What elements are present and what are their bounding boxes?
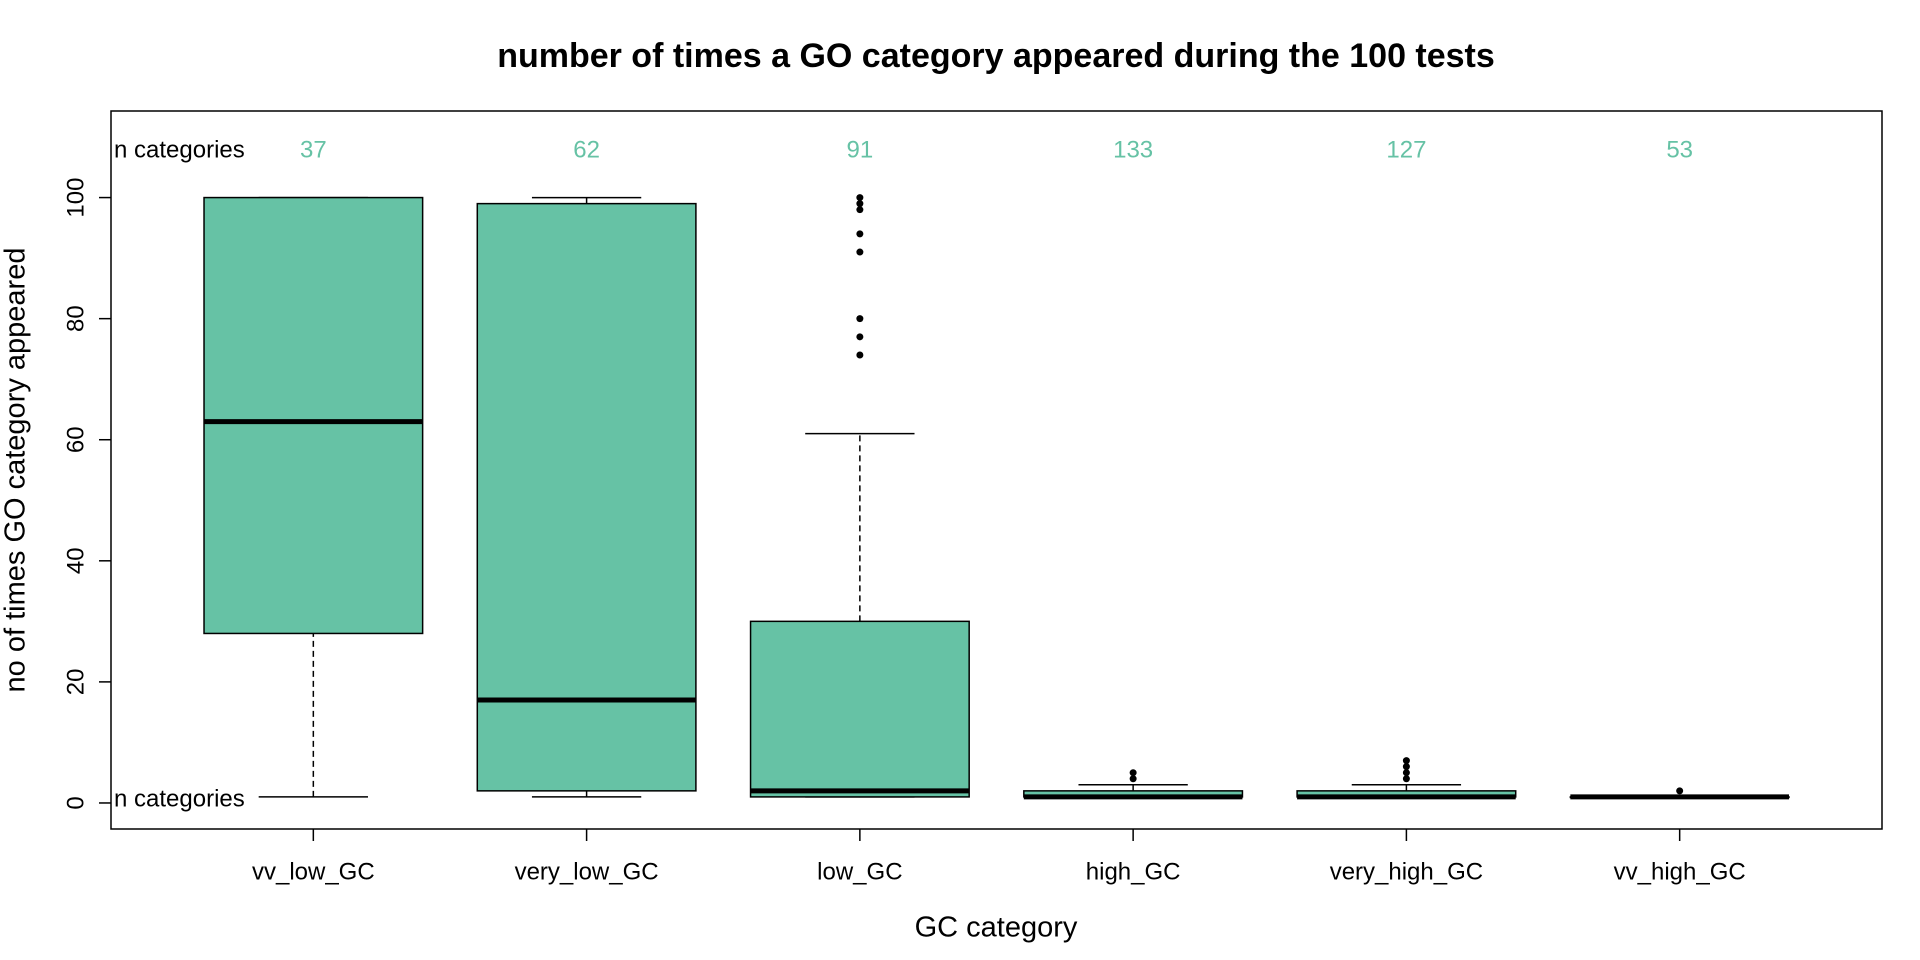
n-count: 62: [573, 136, 600, 163]
y-tick-label: 80: [62, 305, 89, 332]
n-count: 133: [1113, 136, 1153, 163]
outlier: [856, 230, 864, 238]
plot-frame: [110, 110, 1883, 830]
n-label: n categories: [114, 785, 245, 812]
outlier: [1402, 763, 1410, 771]
n-count: 127: [1386, 136, 1426, 163]
x-tick-label: very_high_GC: [1330, 858, 1483, 885]
outlier: [856, 248, 864, 256]
box: [203, 196, 424, 635]
x-tick-label: low_GC: [817, 858, 902, 885]
n-count: 91: [847, 136, 874, 163]
y-tick-label: 100: [62, 178, 89, 218]
outlier: [1676, 787, 1684, 795]
y-tick-label: 0: [62, 796, 89, 809]
n-count: 37: [300, 136, 327, 163]
outlier: [856, 333, 864, 341]
outlier: [856, 200, 864, 208]
outlier: [1402, 769, 1410, 777]
outlier: [856, 315, 864, 323]
outlier: [1402, 757, 1410, 765]
chart-title: number of times a GO category appeared d…: [497, 37, 1495, 75]
outlier: [1402, 775, 1410, 783]
x-tick-label: vv_low_GC: [252, 858, 375, 885]
outlier: [856, 194, 864, 202]
n-count: 53: [1666, 136, 1693, 163]
box: [749, 620, 970, 798]
x-tick-label: very_low_GC: [515, 858, 659, 885]
outlier: [1129, 769, 1137, 777]
x-axis-label: GC category: [915, 912, 1078, 944]
y-axis-label: no of times GO category appeared: [0, 248, 32, 693]
x-tick-label: high_GC: [1086, 858, 1181, 885]
outlier: [856, 206, 864, 214]
x-tick-label: vv_high_GC: [1614, 858, 1746, 885]
box: [476, 202, 697, 792]
outlier: [1129, 775, 1137, 783]
n-label: n categories: [114, 136, 245, 163]
y-tick-label: 20: [62, 669, 89, 696]
y-tick-label: 60: [62, 426, 89, 453]
outlier: [856, 351, 864, 359]
y-tick-label: 40: [62, 547, 89, 574]
